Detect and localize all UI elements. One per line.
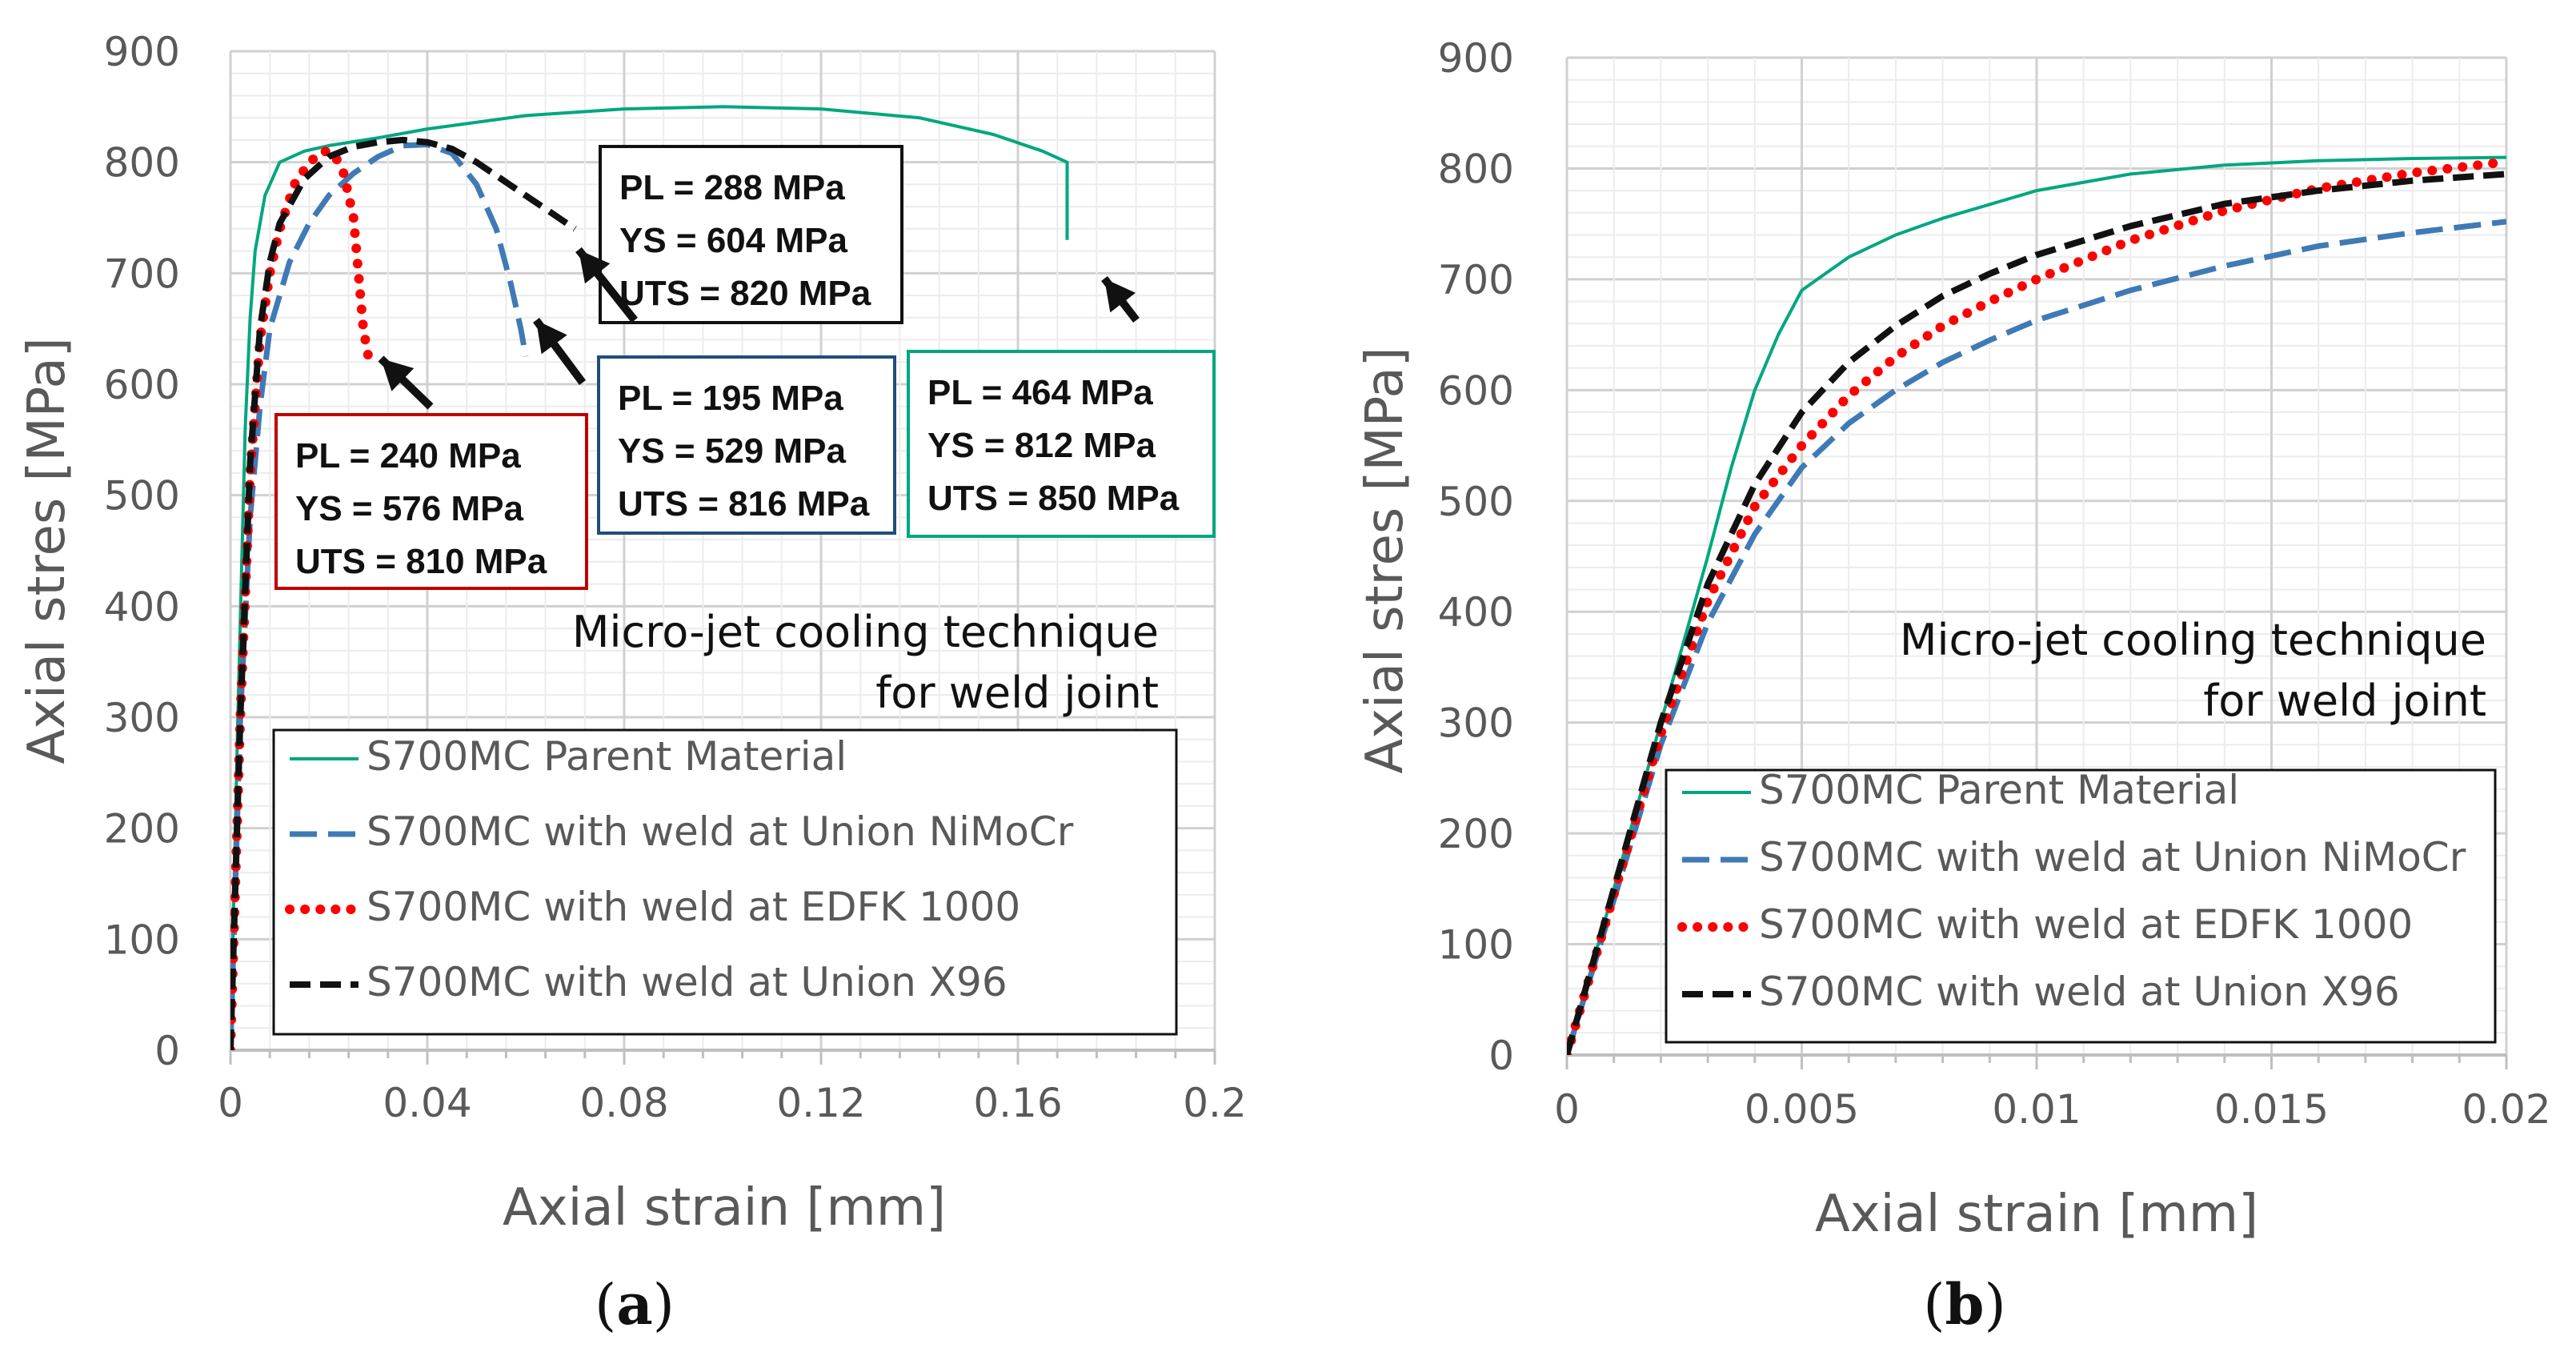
- annotation-line: PL = 464 MPa: [927, 373, 1153, 412]
- annotation-box: PL = 464 MPa YS = 812 MPa UTS = 850 MPa: [907, 350, 1216, 538]
- chart-panel-a: 0 100 200 300 400 500 600 700 800 900 0 0.04 0.08 0.1…: [18, 29, 1247, 1338]
- x-tick-label: 0.005: [1745, 1086, 1859, 1133]
- x-tick-label: 0: [1554, 1086, 1580, 1133]
- x-axis-title: Axial strain [mm]: [503, 1178, 946, 1238]
- y-tick-label: 200: [104, 806, 180, 852]
- legend-box: [1665, 768, 2497, 1044]
- annotation-line: YS = 576 MPa: [295, 489, 523, 528]
- annotation-border: [274, 413, 588, 590]
- annotation-line: UTS = 810 MPa: [295, 542, 547, 581]
- panel-label: (a): [595, 1271, 675, 1338]
- annotation-border: [907, 350, 1216, 538]
- series-line-1: [230, 105, 1069, 1050]
- y-tick-label: 0: [154, 1028, 180, 1074]
- y-tick-label: 300: [104, 695, 180, 741]
- annotation-line: YS = 812 MPa: [927, 426, 1156, 465]
- legend-label: S700MC Parent Material: [367, 733, 847, 780]
- legend: S700MC Parent Material S700MC with weld a…: [1665, 767, 2497, 1044]
- annotation-arrow-head: [1104, 279, 1136, 313]
- chart-note-line-1: Micro-jet cooling technique: [1900, 615, 2486, 665]
- y-tick-label: 500: [104, 473, 180, 520]
- annotation-arrow-head: [536, 320, 567, 355]
- annotation-box: PL = 288 MPa YS = 604 MPa UTS = 820 MPa: [599, 145, 903, 324]
- y-tick-label: 800: [1438, 146, 1514, 192]
- chart-note-line-2: for weld joint: [875, 668, 1159, 718]
- legend-label: S700MC Parent Material: [1759, 767, 2239, 813]
- y-tick-label: 300: [1438, 700, 1514, 747]
- y-tick-label: 900: [104, 29, 180, 75]
- series-lines: [230, 105, 1069, 1050]
- annotation-line: PL = 240 MPa: [295, 436, 521, 475]
- annotation-line: UTS = 820 MPa: [619, 274, 871, 313]
- annotation-arrow-head: [579, 250, 611, 284]
- y-axis-title: Axial stres [MPa]: [18, 337, 77, 764]
- legend-label: S700MC with weld at Union NiMoCr: [1759, 834, 2466, 881]
- annotation-border: [597, 355, 896, 535]
- y-tick-label: 800: [104, 140, 180, 187]
- chart-note-line-2: for weld joint: [2203, 676, 2486, 726]
- x-tick-label: 0.04: [383, 1080, 471, 1126]
- series-line-4: [230, 136, 577, 1050]
- annotation-line: PL = 195 MPa: [618, 379, 843, 418]
- legend-label: S700MC with weld at EDFK 1000: [1759, 901, 2413, 948]
- series-line-3: [1567, 157, 2506, 1055]
- y-tick-label: 100: [1438, 922, 1514, 969]
- panel-label: (b): [1923, 1271, 2006, 1338]
- y-tick-label: 400: [1438, 589, 1514, 636]
- y-axis-title: Axial stres [MPa]: [1356, 347, 1415, 773]
- series-lines: [1567, 155, 2506, 1055]
- legend: S700MC Parent Material S700MC with weld a…: [272, 728, 1178, 1036]
- y-tick-label: 600: [1438, 367, 1514, 414]
- y-tick-label: 700: [104, 251, 180, 297]
- annotation-arrow-head: [381, 359, 415, 391]
- y-tick-label: 100: [104, 917, 180, 963]
- x-tick-label: 0.02: [2462, 1086, 2550, 1133]
- legend-label: S700MC with weld at Union X96: [367, 959, 1008, 1005]
- annotation-line: YS = 529 MPa: [618, 431, 846, 471]
- annotation-box: PL = 240 MPa YS = 576 MPa UTS = 810 MPa: [274, 413, 588, 590]
- chart-note-line-1: Micro-jet cooling technique: [572, 607, 1159, 657]
- annotation-line: YS = 604 MPa: [619, 221, 847, 260]
- x-tick-label: 0.2: [1183, 1080, 1247, 1126]
- series-line-1: [1567, 155, 2506, 1055]
- x-tick-label: 0.08: [579, 1080, 668, 1126]
- annotation-line: UTS = 816 MPa: [618, 484, 870, 524]
- y-tick-label: 500: [1438, 479, 1514, 525]
- y-tick-label: 900: [1438, 35, 1514, 82]
- x-tick-label: 0: [218, 1080, 243, 1126]
- x-tick-label: 0.16: [973, 1080, 1062, 1126]
- y-tick-label: 400: [104, 584, 180, 630]
- annotation-box: PL = 195 MPa YS = 529 MPa UTS = 816 MPa: [597, 355, 896, 535]
- legend-label: S700MC with weld at Union X96: [1759, 969, 2400, 1015]
- legend-label: S700MC with weld at Union NiMoCr: [367, 808, 1074, 855]
- x-tick-label: 0.01: [1992, 1086, 2081, 1133]
- chart-panel-b: 0 100 200 300 400 500 600 700 800 900 0 0.005 0.01 0.…: [1356, 35, 2551, 1338]
- y-tick-label: 200: [1438, 811, 1514, 857]
- y-tick-label: 600: [104, 362, 180, 408]
- annotation-line: UTS = 850 MPa: [927, 479, 1180, 518]
- x-tick-label: 0.015: [2214, 1086, 2329, 1133]
- annotation-line: PL = 288 MPa: [619, 168, 845, 207]
- y-tick-label: 0: [1488, 1033, 1514, 1079]
- y-tick-label: 700: [1438, 257, 1514, 303]
- annotation-border: [599, 145, 903, 324]
- series-line-2: [1567, 219, 2506, 1055]
- legend-box: [272, 728, 1178, 1036]
- x-tick-label: 0.12: [776, 1080, 865, 1126]
- legend-label: S700MC with weld at EDFK 1000: [367, 884, 1020, 930]
- x-axis-title: Axial strain [mm]: [1815, 1185, 2258, 1244]
